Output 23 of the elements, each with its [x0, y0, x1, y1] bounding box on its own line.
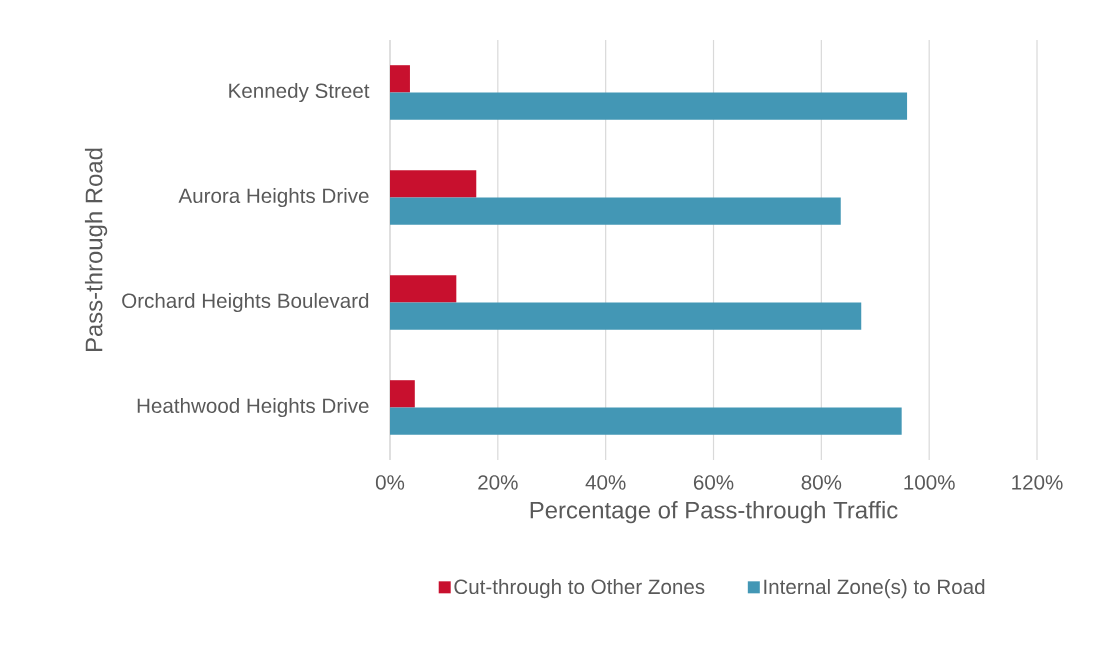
bar	[390, 302, 862, 330]
x-tick-label: 0%	[375, 475, 405, 490]
y-tick-label: Heathwood Heights Drive	[137, 397, 369, 418]
bar	[390, 170, 477, 198]
x-tick-label: 40%	[585, 475, 626, 490]
y-tick-label: Aurora Heights Drive	[178, 187, 369, 208]
y-tick-label: Orchard Heights Boulevard	[122, 292, 369, 313]
x-tick-label: 80%	[801, 475, 842, 490]
bar	[390, 407, 902, 435]
x-tick-label: 100%	[904, 475, 955, 490]
bar	[390, 380, 415, 408]
y-tick-label: Kennedy Street	[229, 82, 370, 103]
x-axis-title: Percentage of Pass-through Traffic	[530, 501, 898, 524]
bar	[390, 65, 410, 93]
x-tick-label: 60%	[693, 475, 734, 490]
legend-label: Internal Zone(s) to Road	[764, 578, 985, 599]
x-tick-label: 20%	[478, 475, 518, 490]
x-tick-label: 120%	[1012, 475, 1063, 490]
bar	[390, 197, 841, 225]
y-axis-title: Pass-through Road	[84, 148, 108, 352]
bar	[390, 92, 908, 120]
legend-label: Cut-through to Other Zones	[454, 578, 705, 599]
bar	[390, 275, 457, 303]
